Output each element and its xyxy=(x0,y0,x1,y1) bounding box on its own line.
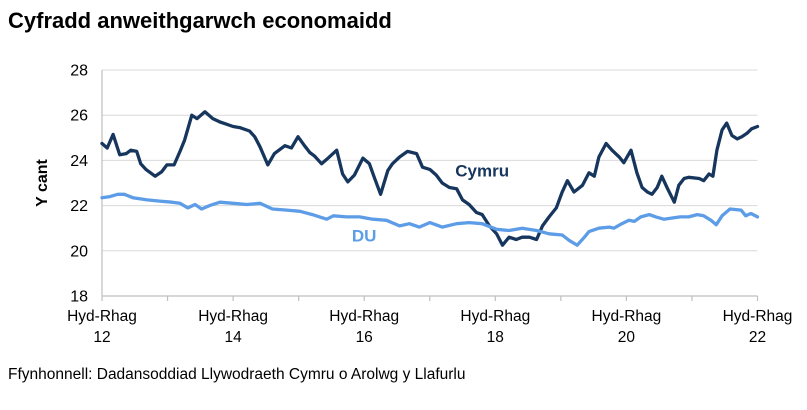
x-tick-label-year: 22 xyxy=(749,329,766,346)
x-tick-label-year: 14 xyxy=(224,329,242,346)
y-tick-label: 22 xyxy=(70,198,88,215)
x-tick-label-period: Hyd-Rhag xyxy=(67,308,137,325)
y-tick-label: 20 xyxy=(70,243,88,260)
y-tick-label: 18 xyxy=(70,289,88,306)
y-tick-label: 26 xyxy=(70,108,88,125)
x-tick-label-period: Hyd-Rhag xyxy=(723,308,793,325)
chart-line-cymru xyxy=(100,110,760,247)
y-axis-title: Y cant xyxy=(34,158,51,206)
x-tick-label-period: Hyd-Rhag xyxy=(460,308,530,325)
source-note: Ffynhonnell: Dadansoddiad Llywodraeth Cy… xyxy=(8,366,466,383)
series-label-du: DU xyxy=(352,226,377,245)
chart-line-du xyxy=(100,192,760,247)
x-tick-label-period: Hyd-Rhag xyxy=(329,308,399,325)
y-tick-label: 28 xyxy=(70,63,88,80)
x-tick-label-year: 16 xyxy=(356,329,373,346)
y-tick-label: 24 xyxy=(70,153,88,170)
x-tick-label-period: Hyd-Rhag xyxy=(592,308,662,325)
chart-title: Cyfradd anweithgarwch economaidd xyxy=(8,8,392,33)
chart-svg: 18 20 22 24 26 28 Y cant Hyd-Rhag 12 Hyd-Rhag 14 Hy… xyxy=(34,63,793,347)
x-tick-label-year: 18 xyxy=(487,329,504,346)
series-label-cymru: Cymru xyxy=(455,162,509,181)
x-tick-label-year: 12 xyxy=(93,329,110,346)
x-tick-label-year: 20 xyxy=(618,329,636,346)
x-tick-label-period: Hyd-Rhag xyxy=(198,308,268,325)
